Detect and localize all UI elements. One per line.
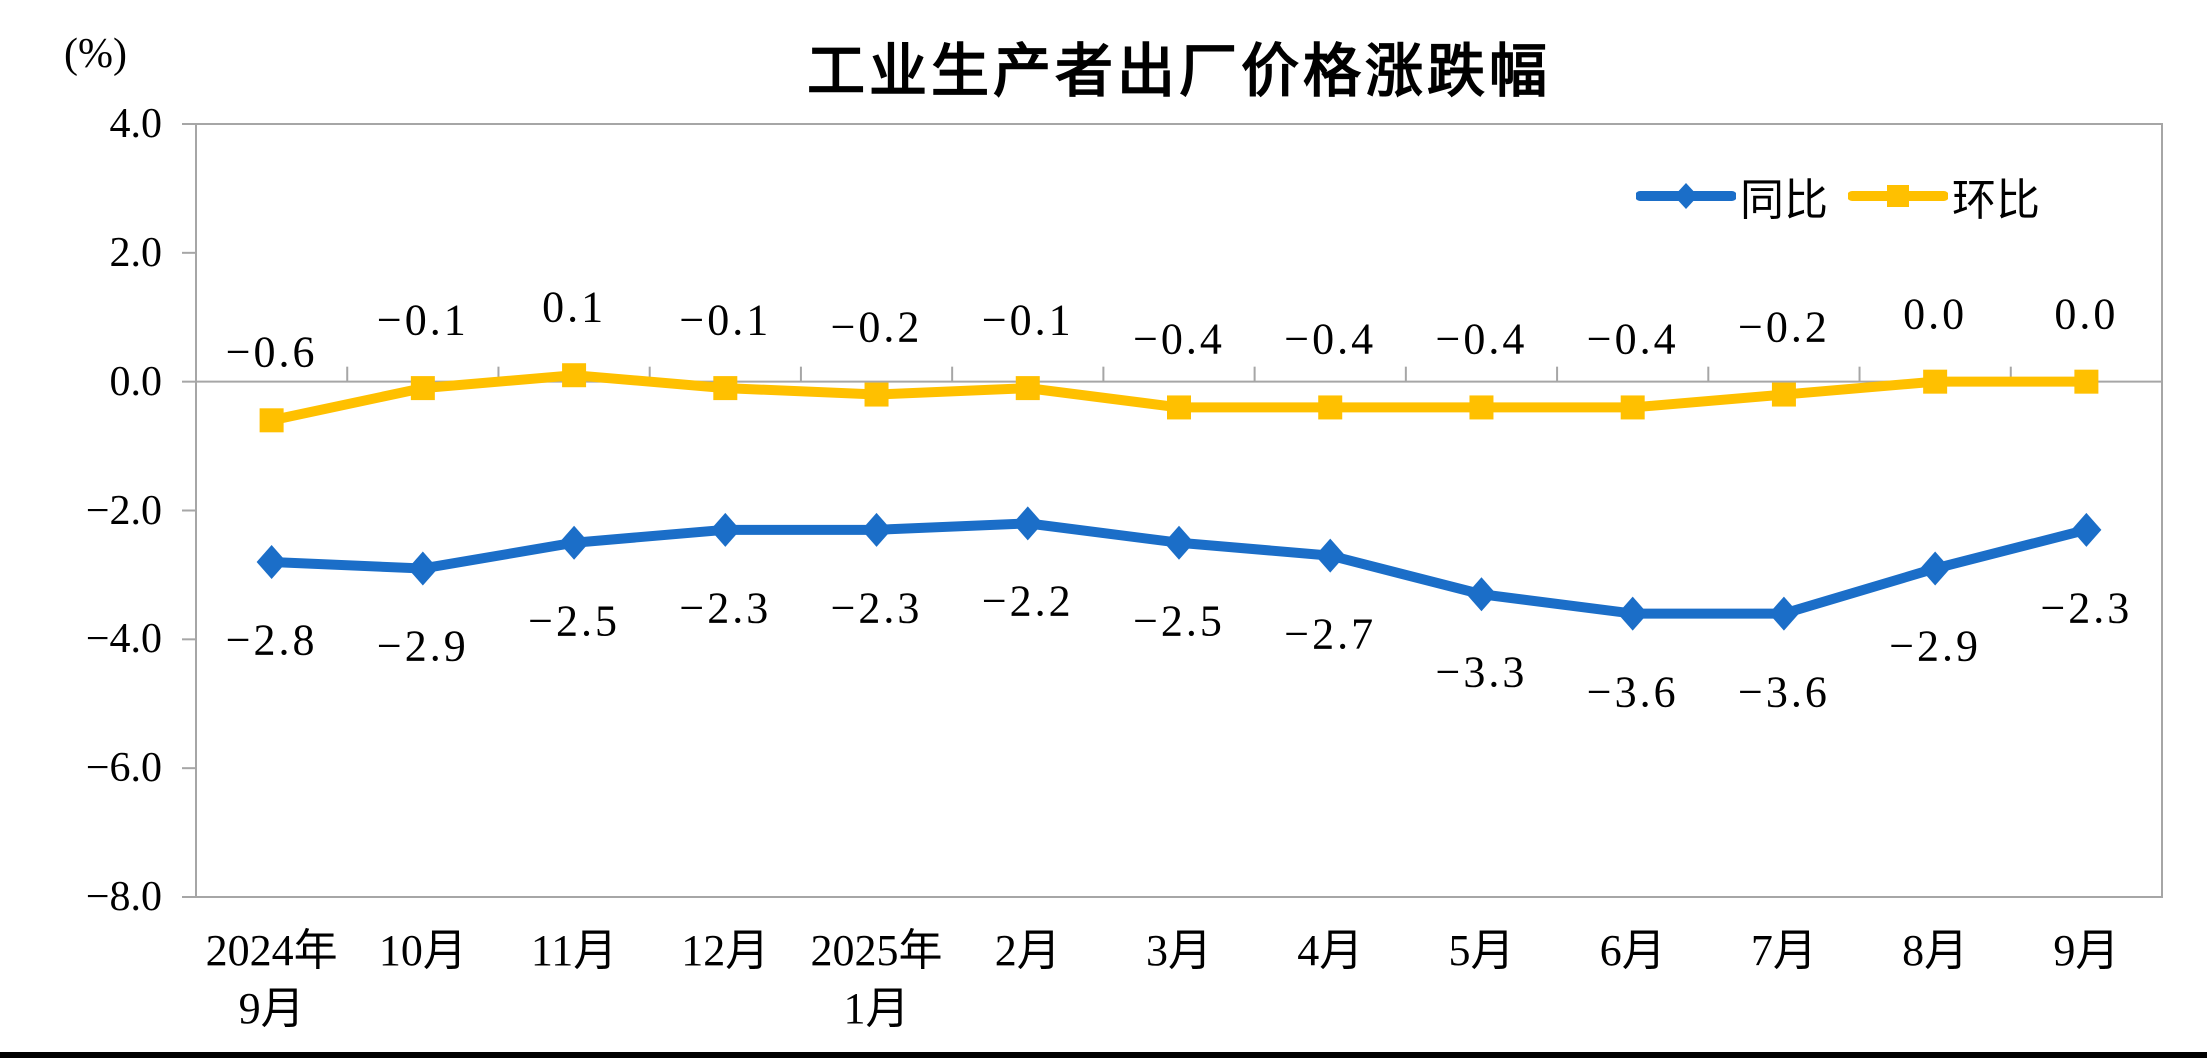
marker-diamond bbox=[407, 551, 438, 586]
marker-diamond bbox=[1617, 596, 1648, 631]
marker-square bbox=[864, 382, 889, 407]
marker-diamond bbox=[559, 525, 590, 560]
marker-square bbox=[1318, 395, 1343, 420]
marker-diamond bbox=[256, 545, 287, 580]
legend-line-sample-mom-icon bbox=[1848, 185, 1948, 207]
marker-diamond bbox=[710, 512, 741, 547]
page-bottom-rule bbox=[0, 1052, 2207, 1058]
marker-square bbox=[713, 376, 738, 401]
legend-line-sample-yoy-icon bbox=[1636, 183, 1736, 209]
legend-label-mom: 环比 bbox=[1952, 176, 2040, 225]
marker-square bbox=[1923, 369, 1948, 394]
marker-square bbox=[2074, 369, 2099, 394]
marker-diamond bbox=[861, 512, 892, 547]
marker-square bbox=[1469, 395, 1494, 420]
marker-diamond bbox=[1164, 525, 1194, 560]
marker-diamond bbox=[1012, 506, 1043, 541]
chart-title: 工业生产者出厂价格涨跌幅 bbox=[806, 39, 1551, 104]
legend-label-yoy: 同比 bbox=[1740, 176, 1828, 225]
marker-square bbox=[259, 408, 284, 433]
legend: 同比 环比 bbox=[1636, 164, 2040, 228]
marker-square bbox=[410, 376, 435, 401]
legend-item-yoy: 同比 bbox=[1636, 164, 1828, 228]
plot-border bbox=[195, 123, 2163, 898]
marker-square bbox=[1015, 376, 1040, 401]
marker-diamond bbox=[1768, 596, 1799, 631]
marker-diamond bbox=[1466, 577, 1497, 612]
marker-square bbox=[1167, 395, 1191, 420]
marker-diamond bbox=[1920, 551, 1951, 586]
legend-item-mom: 环比 bbox=[1848, 164, 2040, 228]
marker-square bbox=[1620, 395, 1645, 420]
marker-square bbox=[1771, 382, 1796, 407]
y-axis-unit-label: (%) bbox=[64, 31, 127, 77]
marker-diamond bbox=[1315, 538, 1346, 573]
marker-diamond bbox=[2071, 512, 2102, 547]
marker-square bbox=[562, 363, 587, 388]
